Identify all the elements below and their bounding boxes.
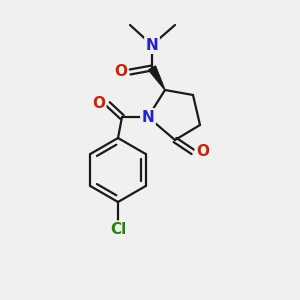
Text: O: O bbox=[196, 145, 209, 160]
Text: O: O bbox=[92, 97, 105, 112]
Polygon shape bbox=[148, 66, 165, 90]
Text: N: N bbox=[142, 110, 154, 124]
Text: N: N bbox=[146, 38, 158, 52]
Text: O: O bbox=[114, 64, 127, 80]
Text: Cl: Cl bbox=[110, 222, 126, 237]
